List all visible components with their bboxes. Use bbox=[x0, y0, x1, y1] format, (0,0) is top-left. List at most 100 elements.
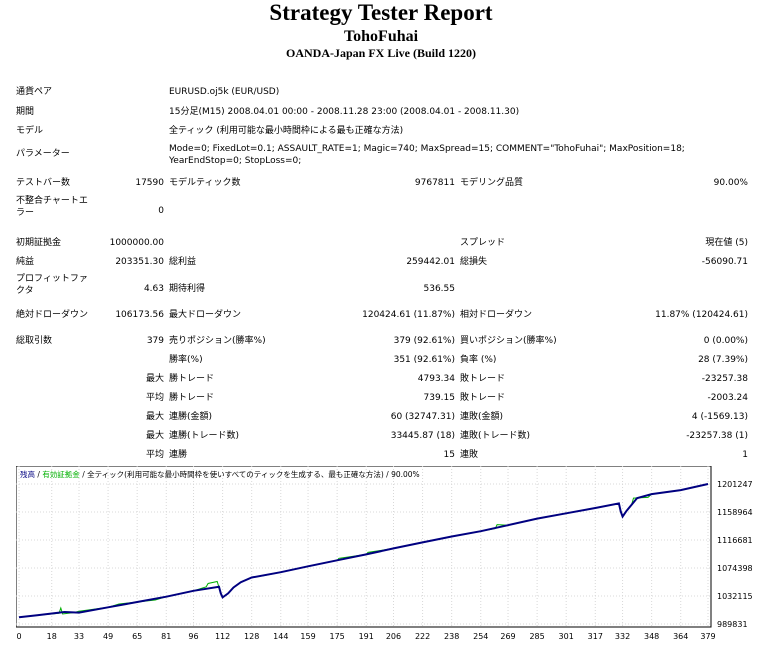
model-quality-label: モデリング品質 bbox=[460, 178, 524, 188]
legend-equity: 有効証拠金 bbox=[42, 469, 80, 479]
chart-grid bbox=[16, 466, 711, 627]
total-trades-value: 379 bbox=[146, 336, 164, 346]
x-tick-label: 254 bbox=[473, 632, 488, 641]
y-tick-label: 1116681 bbox=[717, 536, 753, 545]
legend-separator: / bbox=[386, 470, 389, 479]
total-trades-label: 総取引数 bbox=[16, 336, 53, 346]
x-tick-label: 317 bbox=[588, 632, 603, 641]
legend-separator: / bbox=[37, 470, 40, 479]
y-tick-label: 1201247 bbox=[717, 480, 753, 489]
x-tick-label: 144 bbox=[273, 632, 288, 641]
x-tick-label: 285 bbox=[529, 632, 544, 641]
net-profit-label: 純益 bbox=[16, 257, 35, 267]
expected-payoff-value: 536.55 bbox=[423, 284, 456, 294]
period-label: 期間 bbox=[16, 107, 35, 117]
max-consec-profit-value: 33445.87 (18) bbox=[390, 431, 455, 441]
test-bars-value: 17590 bbox=[135, 178, 164, 188]
y-tick-label: 1158964 bbox=[717, 508, 753, 517]
average-word: 平均 bbox=[145, 393, 164, 403]
max-word: 最大 bbox=[145, 431, 164, 441]
x-axis-ticks: 0 18 33 49 65 81 96 112 128 144 159 175 191 206 222 238… bbox=[16, 632, 715, 641]
legend-balance: 残高 bbox=[20, 469, 35, 479]
params-value: Mode=0; FixedLot=0.1; ASSAULT_RATE=1; Ma… bbox=[169, 144, 685, 166]
avg-win-label: 勝トレード bbox=[169, 393, 215, 403]
x-tick-label: 379 bbox=[700, 632, 715, 641]
x-tick-label: 222 bbox=[415, 632, 430, 641]
ea-name: TohoFuhai bbox=[343, 28, 419, 45]
x-tick-label: 112 bbox=[215, 632, 230, 641]
initial-deposit-value: 1000000.00 bbox=[109, 238, 164, 248]
avg-consec-losses-value: 1 bbox=[742, 450, 748, 460]
rel-dd-label: 相対ドローダウン bbox=[460, 310, 533, 320]
model-ticks-label: モデルティック数 bbox=[169, 178, 241, 188]
x-tick-label: 238 bbox=[444, 632, 459, 641]
profit-factor-label: プロフィットファクタ bbox=[16, 274, 88, 296]
avg-win-value: 739.15 bbox=[423, 393, 456, 403]
abs-dd-label: 絶対ドローダウン bbox=[16, 310, 89, 320]
pair-label: 通貨ペア bbox=[16, 87, 53, 97]
x-tick-label: 159 bbox=[300, 632, 315, 641]
legend-model: 全ティック(利用可能な最小時間枠を使いすべてのティックを生成する、最も正確な方法… bbox=[87, 469, 384, 479]
max-dd-label: 最大ドローダウン bbox=[169, 310, 242, 320]
max-consec-loss-label: 連敗(トレード数) bbox=[460, 431, 531, 441]
report-title: Strategy Tester Report bbox=[269, 0, 493, 25]
max-consec-losses-value: 4 (-1569.13) bbox=[691, 412, 748, 422]
long-positions-value: 0 (0.00%) bbox=[703, 336, 748, 346]
x-tick-label: 81 bbox=[161, 632, 171, 641]
max-consec-losses-label: 連敗(金額) bbox=[460, 412, 504, 422]
legend-quality: 90.00% bbox=[391, 470, 420, 479]
gross-profit-label: 総利益 bbox=[169, 257, 197, 267]
long-positions-label: 買いポジション(勝率%) bbox=[460, 336, 557, 346]
max-dd-value: 120424.61 (11.87%) bbox=[362, 310, 455, 320]
legend-separator: / bbox=[82, 470, 85, 479]
gross-loss-label: 総損失 bbox=[460, 257, 488, 267]
average-word: 平均 bbox=[145, 450, 164, 460]
model-value: 全ティック (利用可能な最小時間枠による最も正確な方法) bbox=[169, 126, 404, 136]
largest-win-value: 4793.34 bbox=[417, 374, 455, 384]
period-value: 15分足(M15) 2008.04.01 00:00 - 2008.11.28 … bbox=[169, 107, 520, 117]
abs-dd-value: 106173.56 bbox=[115, 310, 164, 320]
loss-rate-value: 28 (7.39%) bbox=[698, 355, 748, 365]
x-tick-label: 96 bbox=[188, 632, 198, 641]
y-tick-label: 989831 bbox=[717, 620, 748, 629]
mismatch-value: 0 bbox=[158, 206, 164, 216]
x-tick-label: 364 bbox=[673, 632, 688, 641]
pair-value: EURUSD.oj5k (EUR/USD) bbox=[169, 87, 280, 97]
chart-legend: 残高 / 有効証拠金 / 全ティック(利用可能な最小時間枠を使いすべてのティック… bbox=[20, 469, 420, 479]
server-name: OANDA-Japan FX Live (Build 1220) bbox=[285, 46, 476, 60]
short-positions-label: 売りポジション(勝率%) bbox=[169, 336, 266, 346]
params-label: パラメーター bbox=[16, 149, 70, 159]
loss-rate-label: 負率 (%) bbox=[460, 355, 497, 365]
largest-word: 最大 bbox=[145, 374, 164, 384]
balance-series-line bbox=[18, 483, 709, 619]
x-tick-label: 18 bbox=[47, 632, 57, 641]
x-tick-label: 191 bbox=[359, 632, 374, 641]
chart-frame bbox=[16, 466, 712, 628]
balance-chart: 0 18 33 49 65 81 96 112 128 144 159 175 191 206 222 238… bbox=[16, 466, 753, 641]
x-tick-label: 128 bbox=[244, 632, 259, 641]
largest-loss-label: 敗トレード bbox=[460, 374, 506, 384]
largest-win-label: 勝トレード bbox=[169, 374, 215, 384]
expected-payoff-label: 期待利得 bbox=[169, 284, 206, 294]
avg-loss-value: -2003.24 bbox=[707, 393, 748, 403]
avg-consec-losses-label: 連敗 bbox=[460, 450, 479, 460]
net-profit-value: 203351.30 bbox=[115, 257, 164, 267]
x-tick-label: 348 bbox=[644, 632, 659, 641]
x-tick-label: 206 bbox=[386, 632, 401, 641]
max-consec-loss-value: -23257.38 (1) bbox=[686, 431, 748, 441]
largest-loss-value: -23257.38 bbox=[701, 374, 748, 384]
x-tick-label: 49 bbox=[103, 632, 113, 641]
x-tick-label: 269 bbox=[500, 632, 515, 641]
max-consec-profit-label: 連勝(トレード数) bbox=[169, 431, 240, 441]
avg-consec-wins-label: 連勝 bbox=[169, 450, 188, 460]
model-quality-value: 90.00% bbox=[713, 178, 748, 188]
model-label: モデル bbox=[16, 126, 44, 136]
max-consec-wins-label: 連勝(金額) bbox=[169, 412, 213, 422]
x-tick-label: 175 bbox=[329, 632, 344, 641]
y-axis-ticks: 1201247 1158964 1116681 1074398 1032115 98983… bbox=[717, 480, 753, 629]
spread-label: スプレッド bbox=[460, 238, 506, 248]
avg-consec-wins-value: 15 bbox=[443, 450, 455, 460]
x-tick-label: 65 bbox=[132, 632, 142, 641]
mismatch-label: 不整合チャートエラー bbox=[16, 196, 88, 218]
win-rate-value: 351 (92.61%) bbox=[393, 355, 455, 365]
